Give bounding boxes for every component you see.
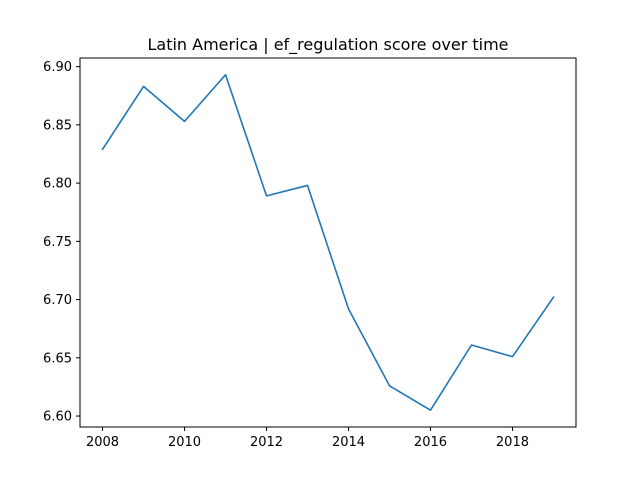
data-point xyxy=(348,308,350,310)
data-point xyxy=(266,195,268,197)
data-point xyxy=(225,74,227,76)
y-tick-label: 6.80 xyxy=(43,177,72,192)
y-tick-label: 6.70 xyxy=(43,293,72,308)
data-point xyxy=(389,385,391,387)
x-tick-label: 2012 xyxy=(250,435,283,450)
data-point xyxy=(143,86,145,88)
x-axis: 2008 2010 2012 2014 2016 2018 xyxy=(86,427,529,450)
y-tick-label: 6.65 xyxy=(43,351,72,366)
x-tick-label: 2010 xyxy=(168,435,201,450)
y-axis: 6.60 6.65 6.70 6.75 6.80 6.85 6.90 xyxy=(43,60,80,425)
data-point xyxy=(471,344,473,346)
data-point xyxy=(184,121,186,123)
y-tick-label: 6.60 xyxy=(43,410,72,425)
x-tick-label: 2014 xyxy=(332,435,365,450)
data-point xyxy=(430,409,432,411)
y-tick-label: 6.75 xyxy=(43,235,72,250)
plot-area xyxy=(101,73,555,412)
x-tick-label: 2018 xyxy=(496,435,529,450)
y-tick-label: 6.85 xyxy=(43,118,72,133)
series-line-0 xyxy=(101,73,555,412)
data-point xyxy=(102,149,104,151)
chart-title: Latin America | ef_regulation score over… xyxy=(147,35,508,55)
axes-frame xyxy=(79,57,577,428)
x-tick-label: 2008 xyxy=(86,435,119,450)
x-tick-label: 2016 xyxy=(414,435,447,450)
y-tick-label: 6.90 xyxy=(43,60,72,75)
data-point xyxy=(307,185,309,187)
data-point xyxy=(553,296,555,298)
data-point xyxy=(512,356,514,358)
